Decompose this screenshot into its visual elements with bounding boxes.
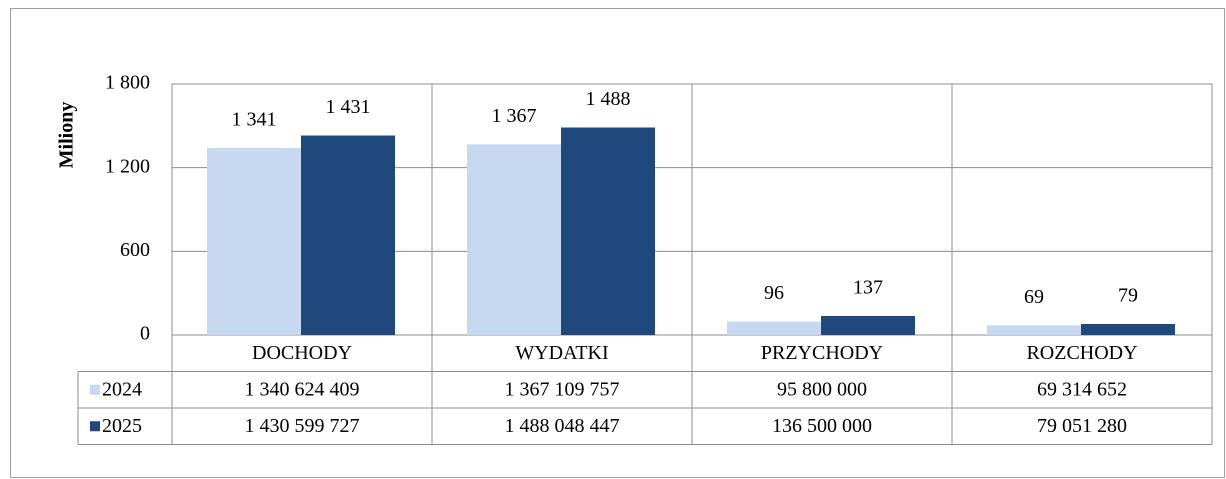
table-cell: 69 314 652 [1037,378,1127,400]
x-tick-label: WYDATKI [515,342,608,364]
x-tick-label: ROZCHODY [1026,342,1137,364]
y-tick-label: 600 [120,239,150,261]
bar [301,135,395,335]
data-label: 1 431 [326,96,371,118]
y-tick-label: 0 [140,323,150,345]
x-tick-label: DOCHODY [252,342,352,364]
legend-label: 2025 [102,415,142,437]
y-tick-label: 1 800 [105,72,150,94]
table-cell: 1 430 599 727 [245,415,360,437]
legend-swatch [90,421,100,432]
data-label: 1 367 [492,105,537,127]
data-label: 137 [853,277,883,299]
chart-border [10,8,1225,478]
data-label: 1 341 [232,109,277,131]
data-label: 79 [1118,285,1138,307]
table-cell: 1 340 624 409 [245,378,360,400]
y-tick-label: 1 200 [105,155,150,177]
table-cell: 136 500 000 [772,415,872,437]
y-axis-label: Miliony [56,102,78,169]
bar [467,144,561,335]
legend-label: 2024 [102,378,142,400]
x-tick-label: PRZYCHODY [761,342,883,364]
data-label: 96 [764,282,784,304]
bar [561,127,655,335]
table-cell: 1 488 048 447 [505,415,620,437]
bar [1081,323,1175,335]
data-label: 69 [1024,286,1044,308]
legend-swatch [90,384,100,395]
table-cell: 79 051 280 [1037,415,1127,437]
table-cell: 1 367 109 757 [505,378,620,400]
bar [987,325,1081,335]
bar [821,315,915,335]
data-label: 1 488 [586,88,631,110]
table-cell: 95 800 000 [777,378,867,400]
bar [727,321,821,335]
bar [207,148,301,335]
